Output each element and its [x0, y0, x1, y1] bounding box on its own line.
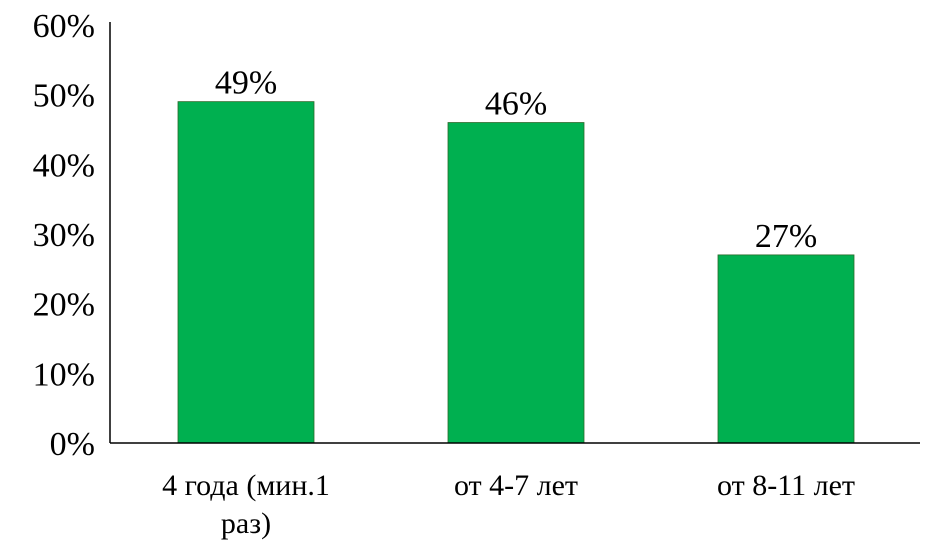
x-axis-categories: 4 года (мин.1 раз) от 4-7 лет от 8-11 лет: [162, 469, 855, 540]
x-category-label: 4 года (мин.1: [162, 469, 330, 502]
y-tick-label: 60%: [33, 8, 95, 45]
x-category-label: раз): [221, 507, 271, 540]
y-tick-label: 0%: [50, 426, 95, 463]
y-tick-label: 30%: [33, 217, 95, 254]
data-label: 46%: [485, 86, 547, 123]
y-axis-ticks: 0% 10% 20% 30% 40% 50% 60%: [33, 8, 95, 463]
bars: [177, 101, 855, 444]
data-label: 49%: [215, 65, 277, 102]
y-tick-label: 50%: [33, 78, 95, 115]
data-label: 27%: [755, 218, 817, 255]
bar: [447, 122, 585, 444]
y-tick-label: 40%: [33, 147, 95, 184]
bar: [177, 101, 315, 444]
y-tick-label: 20%: [33, 287, 95, 324]
bar: [717, 254, 855, 444]
x-category-label: от 8-11 лет: [717, 469, 855, 502]
data-labels: 49% 46% 27%: [215, 65, 817, 255]
y-tick-label: 10%: [33, 356, 95, 393]
x-category-label: от 4-7 лет: [454, 469, 578, 502]
